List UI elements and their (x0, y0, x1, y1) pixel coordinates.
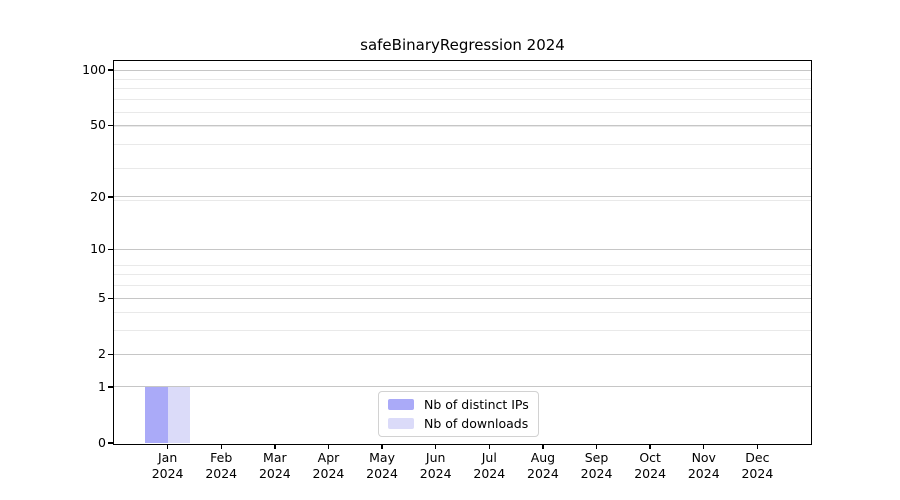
x-tick-label: Sep 2024 (580, 450, 613, 481)
x-tick (756, 444, 759, 449)
x-tick-label: Jul 2024 (473, 450, 506, 481)
x-tick (327, 444, 330, 449)
x-tick (649, 444, 651, 449)
x-tick (274, 444, 276, 449)
x-tick (381, 444, 383, 449)
y-tick-label: 2 (98, 346, 106, 362)
legend: Nb of distinct IPs Nb of downloads (378, 391, 539, 437)
bar-nb-of-distinct-ips (145, 386, 168, 443)
bar-nb-of-downloads (167, 386, 191, 443)
gridline-minor (114, 144, 811, 146)
gridline-minor (114, 200, 811, 202)
x-tick-label: Aug 2024 (527, 450, 559, 481)
y-tick-label: 10 (90, 241, 106, 257)
legend-item: Nb of distinct IPs (388, 397, 529, 412)
gridline-minor (114, 312, 811, 314)
gridline-major (114, 353, 811, 355)
x-tick-label: May 2024 (366, 450, 398, 481)
y-tick-label: 20 (90, 188, 106, 204)
x-tick-label: Oct 2024 (634, 450, 667, 481)
x-tick-label: Jun 2024 (419, 450, 452, 481)
plot-border (113, 59, 812, 445)
chart-title: safeBinaryRegression 2024 (360, 36, 565, 54)
legend-swatch (388, 418, 414, 429)
gridline-minor (114, 126, 811, 128)
x-tick-label: Apr 2024 (312, 450, 345, 481)
legend-item: Nb of downloads (388, 416, 529, 431)
gridline-major (114, 386, 811, 388)
y-tick-label: 5 (98, 290, 106, 306)
gridline-major (114, 124, 811, 126)
y-tick (108, 196, 113, 198)
gridline-major (114, 248, 811, 250)
x-tick (220, 444, 222, 449)
x-tick (166, 444, 169, 449)
y-tick-label: 50 (90, 117, 106, 133)
x-tick (434, 444, 437, 449)
gridline-major (114, 297, 811, 299)
y-tick (108, 124, 113, 126)
y-tick-label: 1 (98, 378, 106, 394)
gridline-minor (114, 330, 811, 332)
x-tick-label: Nov 2024 (687, 450, 720, 481)
y-tick (108, 353, 113, 355)
gridline-minor (114, 111, 811, 113)
gridline-minor (114, 274, 811, 276)
x-tick-label: Feb 2024 (205, 450, 238, 481)
legend-label: Nb of downloads (424, 416, 529, 431)
x-tick (542, 444, 544, 449)
gridline-minor (114, 285, 811, 287)
y-tick (108, 442, 113, 444)
x-tick (488, 444, 490, 449)
gridline-minor (114, 88, 811, 90)
y-tick-label: 0 (98, 435, 106, 450)
gridline-major (114, 196, 811, 198)
x-tick-label: Mar 2024 (258, 450, 291, 481)
x-tick (703, 444, 705, 449)
gridline-minor (114, 264, 811, 266)
gridline-minor (114, 78, 811, 80)
y-tick (108, 69, 113, 71)
legend-label: Nb of distinct IPs (424, 397, 529, 412)
legend-swatch (388, 399, 414, 410)
gridline-minor (114, 99, 811, 101)
y-tick (108, 386, 113, 388)
y-tick-label: 100 (82, 62, 106, 78)
gridline-minor (114, 167, 811, 169)
x-tick (595, 444, 598, 449)
gridline-major (114, 69, 811, 71)
y-tick (108, 248, 113, 250)
y-tick (108, 297, 113, 299)
x-tick-label: Jan 2024 (151, 450, 184, 481)
x-tick-label: Dec 2024 (741, 450, 774, 481)
